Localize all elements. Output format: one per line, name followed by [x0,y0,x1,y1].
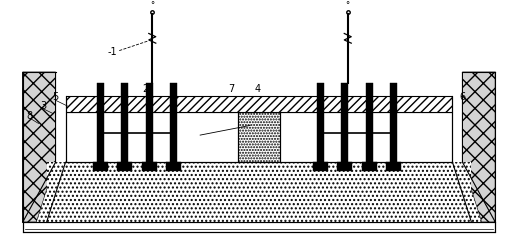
Bar [280,112,453,162]
Bar [65,97,453,112]
Bar [317,84,324,162]
Bar [386,162,400,171]
Polygon shape [463,73,495,222]
Bar [47,162,471,222]
Bar [362,162,377,171]
Bar [93,162,108,171]
Text: -1: -1 [108,46,117,56]
Bar [65,112,238,162]
Bar [366,84,372,162]
Bar [170,84,177,162]
Text: 8: 8 [26,110,33,120]
Polygon shape [37,162,65,222]
Bar [238,112,280,162]
Bar [166,162,181,171]
Bar [146,84,153,162]
Text: 7: 7 [228,83,234,93]
Text: °: ° [346,1,350,10]
Bar [142,162,157,171]
Text: 3: 3 [40,100,47,110]
Bar [97,84,105,162]
Text: 4: 4 [255,83,261,93]
Text: °: ° [150,1,154,10]
Bar [313,162,328,171]
Bar [390,84,397,162]
Text: 6: 6 [459,92,466,102]
Text: 5: 5 [52,92,59,102]
Bar [118,162,132,171]
Text: 2: 2 [142,83,149,93]
Bar [23,222,495,232]
Polygon shape [23,73,55,222]
Polygon shape [453,162,481,222]
Bar [341,84,348,162]
Text: 1: 1 [97,83,104,93]
Bar [337,162,352,171]
Bar [121,84,128,162]
